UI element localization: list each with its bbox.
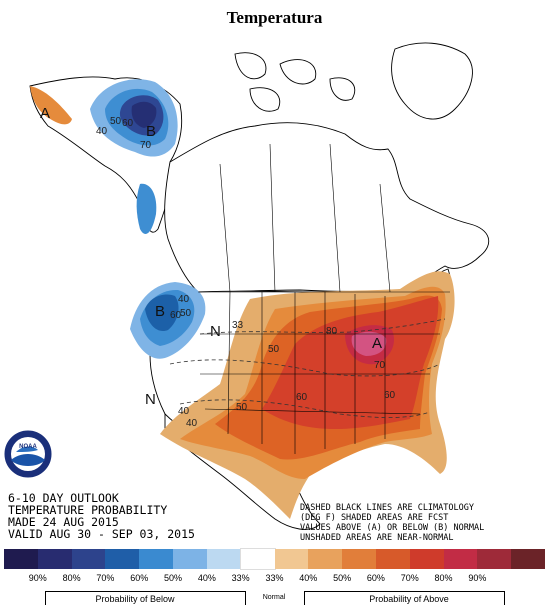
legend-tick-spacer: [494, 573, 545, 587]
legend-swatch: [308, 549, 343, 569]
arctic-islands: [234, 52, 356, 112]
contour-label: 50: [268, 344, 280, 355]
legend-tick-label: 60%: [366, 573, 385, 583]
legend-tick-label: 33%: [265, 573, 284, 583]
map-title: Temperatura: [226, 8, 323, 27]
above-70-region: [262, 296, 439, 429]
legend-tick-label: 40%: [299, 573, 318, 583]
east-above-letter: A: [372, 335, 382, 352]
contour-label: 60: [122, 118, 134, 129]
contour-label: 60: [170, 310, 182, 321]
contour-labels: 40 50 60 70 40 50 60 33 40 50 50 60 70 8…: [96, 116, 396, 429]
alaska-above-letter: A: [40, 105, 50, 122]
legend-tick-label: 50%: [333, 573, 352, 583]
contour-label: 50: [110, 116, 122, 127]
contour-label: 60: [384, 390, 396, 401]
legend-swatch: [4, 549, 38, 569]
note-line: DASHED BLACK LINES ARE CLIMATOLOGY: [300, 503, 474, 513]
legend-tick-spacer: [4, 573, 21, 587]
noaa-logo-text: NOAA: [19, 444, 37, 450]
note-line: (DEG F) SHADED AREAS ARE FCST: [300, 513, 448, 523]
legend-tick-label: 60%: [130, 573, 149, 583]
noaa-logo: NOAA: [3, 429, 53, 479]
contour-label: 60: [296, 392, 308, 403]
contour-label: 40: [178, 294, 190, 305]
above-high-pink: [351, 331, 387, 356]
contour-label: 80: [326, 326, 338, 337]
header-line: MADE 24 AUG 2015: [8, 515, 119, 529]
contour-label: 70: [140, 140, 152, 151]
legend-swatch: [274, 549, 309, 569]
legend-swatch: [37, 549, 72, 569]
legend-tick-label: 80%: [434, 573, 453, 583]
contour-label: 40: [186, 418, 198, 429]
alaska-below-70: [131, 101, 157, 128]
legend-tick-label: 90%: [28, 573, 47, 583]
legend-swatch: [375, 549, 410, 569]
alaska-above-region: [30, 86, 72, 125]
boundary-lines: [198, 143, 450, 454]
outlook-header: 6-10 DAY OUTLOOK TEMPERATURE PROBABILITY…: [8, 491, 195, 541]
legend-tick-label: 70%: [96, 573, 115, 583]
legend-tick-label: 70%: [400, 573, 419, 583]
contour-label: 50: [180, 308, 192, 319]
legend-captions: Probability of Below Normal Probability …: [4, 591, 545, 605]
below-normal-shading: [90, 79, 206, 359]
legend-swatch: [71, 549, 106, 569]
northwest-below-letter: B: [155, 303, 165, 320]
legend-swatch: [511, 549, 545, 569]
normal-caption: Normal: [262, 594, 286, 601]
legend-swatch: [105, 549, 140, 569]
contour-label: 33: [232, 320, 244, 331]
legend-swatch: [443, 549, 478, 569]
nw-below-60: [145, 294, 179, 332]
below-caption: Probability of Below: [95, 594, 175, 604]
legend-swatch: [173, 549, 207, 569]
contour-label: 40: [96, 126, 108, 137]
header-line: VALID AUG 30 - SEP 03, 2015: [8, 527, 195, 541]
legend-tick-label: 40%: [197, 573, 216, 583]
above-caption: Probability of Above: [369, 594, 449, 604]
legend-swatch: [206, 549, 241, 569]
legend-tick-label: 90%: [468, 573, 487, 583]
legend-color-bar: [4, 548, 545, 570]
legend-tick-labels: 90% 80% 70% 60% 50% 40% 33% 33% 40% 50% 60% 70% 80% 9…: [4, 573, 545, 587]
legend-tick-label: 80%: [62, 573, 81, 583]
southwest-normal-letter: N: [145, 391, 156, 408]
legend-swatch: [239, 548, 276, 570]
legend-swatch: [477, 549, 512, 569]
legend-swatch: [139, 549, 174, 569]
climatology-lines: [169, 318, 446, 418]
greenland-outline: [391, 42, 473, 120]
contour-label: 70: [374, 360, 386, 371]
legend-swatch: [409, 549, 444, 569]
contour-label: 50: [236, 402, 248, 413]
probability-legend: 90% 80% 70% 60% 50% 40% 33% 33% 40% 50% 60% 70% 80% 9…: [4, 548, 545, 606]
alaska-panhandle-below: [136, 183, 157, 234]
header-line: 6-10 DAY OUTLOOK: [8, 491, 119, 505]
above-normal-shading: [30, 86, 455, 519]
note-line: VALUES ABOVE (A) OR BELOW (B) NORMAL: [300, 523, 484, 533]
header-line: TEMPERATURE PROBABILITY: [8, 503, 167, 517]
outlook-map: A B B N N A 40 50 60 70 40 50 60 33 40 5…: [3, 42, 490, 543]
contour-label: 40: [178, 406, 190, 417]
canada-outline: [164, 122, 490, 293]
alaska-below-letter: B: [146, 123, 156, 140]
legend-tick-label: 33%: [231, 573, 250, 583]
legend-tick-label: 50%: [164, 573, 183, 583]
legend-swatch: [342, 549, 376, 569]
note-line: UNSHADED AREAS ARE NEAR-NORMAL: [300, 533, 454, 543]
map-notes: DASHED BLACK LINES ARE CLIMATOLOGY (DEG …: [300, 503, 484, 543]
north-normal-letter: N: [210, 323, 221, 340]
